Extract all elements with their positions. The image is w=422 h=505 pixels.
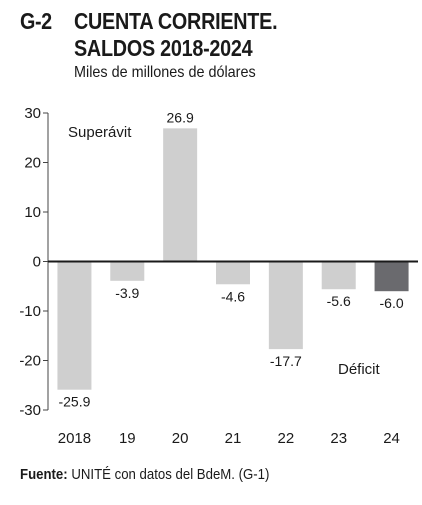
data-label: -17.7 — [270, 353, 302, 369]
y-tick-label: 20 — [24, 155, 41, 172]
x-tick-label: 24 — [383, 430, 400, 447]
bar — [321, 261, 356, 290]
data-label: -5.6 — [327, 293, 351, 309]
y-tick-label: -20 — [19, 353, 41, 370]
source-note: Fuente: UNITÉ con datos del BdeM. (G-1) — [20, 466, 269, 483]
source-text: UNITÉ con datos del BdeM. (G-1) — [67, 466, 270, 483]
x-tick-label: 2018 — [58, 430, 91, 447]
x-tick-label: 23 — [330, 430, 347, 447]
y-tick-label: 10 — [24, 204, 41, 221]
chart-subtitle: Miles de millones de dólares — [74, 64, 256, 81]
surplus-annotation: Superávit — [68, 124, 132, 141]
deficit-annotation: Déficit — [338, 361, 381, 378]
y-tick-label: 0 — [33, 254, 41, 271]
bar — [374, 261, 409, 292]
x-tick-label: 20 — [172, 430, 189, 447]
data-label: -25.9 — [58, 394, 90, 410]
bar — [216, 261, 250, 285]
y-tick-label: 30 — [24, 105, 41, 122]
y-tick-label: -10 — [19, 303, 41, 320]
bar — [110, 261, 145, 281]
bar — [163, 128, 198, 262]
source-label: Fuente: — [20, 466, 68, 483]
data-label: -4.6 — [221, 288, 245, 304]
data-label: 26.9 — [167, 109, 194, 125]
y-tick-label: -30 — [19, 402, 41, 419]
data-label: -6.0 — [380, 295, 404, 311]
bar — [268, 261, 303, 350]
bar — [57, 261, 92, 390]
x-tick-label: 21 — [225, 430, 242, 447]
x-tick-label: 19 — [119, 430, 136, 447]
data-label: -3.9 — [115, 285, 139, 301]
figure-number: G-2 — [20, 8, 52, 34]
chart-title-line-2: SALDOS 2018-2024 — [74, 35, 253, 61]
chart-title-line-1: CUENTA CORRIENTE. — [74, 8, 278, 34]
x-tick-label: 22 — [278, 430, 295, 447]
